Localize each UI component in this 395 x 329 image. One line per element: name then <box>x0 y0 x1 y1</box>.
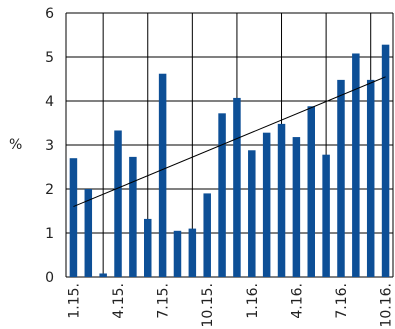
x-tick-label: 7.16. <box>334 283 350 319</box>
bars <box>69 44 390 278</box>
bar <box>188 228 197 277</box>
bar <box>203 193 211 277</box>
x-tick-label: 10.16. <box>379 283 395 328</box>
x-tick-label: 10.15. <box>200 283 216 328</box>
bar <box>381 44 390 278</box>
y-tick-label: 0 <box>45 270 54 286</box>
y-tick-label: 6 <box>45 6 54 22</box>
bar <box>307 106 315 277</box>
x-tick-label: 1.15. <box>66 283 82 319</box>
bar <box>158 73 167 277</box>
bar <box>218 113 226 277</box>
bar <box>84 189 93 277</box>
y-tick-label: 4 <box>45 94 54 110</box>
y-tick-label: 5 <box>45 50 54 66</box>
bar <box>262 132 271 277</box>
bar <box>129 156 137 277</box>
bar <box>337 79 345 277</box>
bar <box>69 158 78 277</box>
x-tick-label: 7.15. <box>156 283 172 319</box>
bar <box>173 230 182 277</box>
x-tick-label: 4.16. <box>289 283 305 319</box>
bar <box>352 53 360 278</box>
trendline <box>73 76 386 208</box>
bar <box>366 79 375 277</box>
bar <box>114 130 122 277</box>
y-axis-label: % <box>9 137 22 153</box>
trend-line <box>73 76 386 208</box>
bar <box>248 150 256 277</box>
x-axis-ticks: 1.15. 4.15. 7.15. 10.15. 1.16. 4.16. 7.16. 10.1… <box>66 283 394 328</box>
y-tick-label: 3 <box>45 138 54 154</box>
bar <box>99 273 107 277</box>
bar <box>144 218 152 277</box>
bar <box>233 97 241 277</box>
x-tick-label: 1.16. <box>245 283 261 319</box>
y-axis-ticks: 0 1 2 3 4 5 6 <box>45 6 54 286</box>
bar <box>277 123 286 277</box>
x-tick-label: 4.15. <box>111 283 127 319</box>
bar <box>292 137 301 277</box>
bar <box>322 154 330 277</box>
y-tick-label: 1 <box>45 226 54 242</box>
y-tick-label: 2 <box>45 182 54 198</box>
